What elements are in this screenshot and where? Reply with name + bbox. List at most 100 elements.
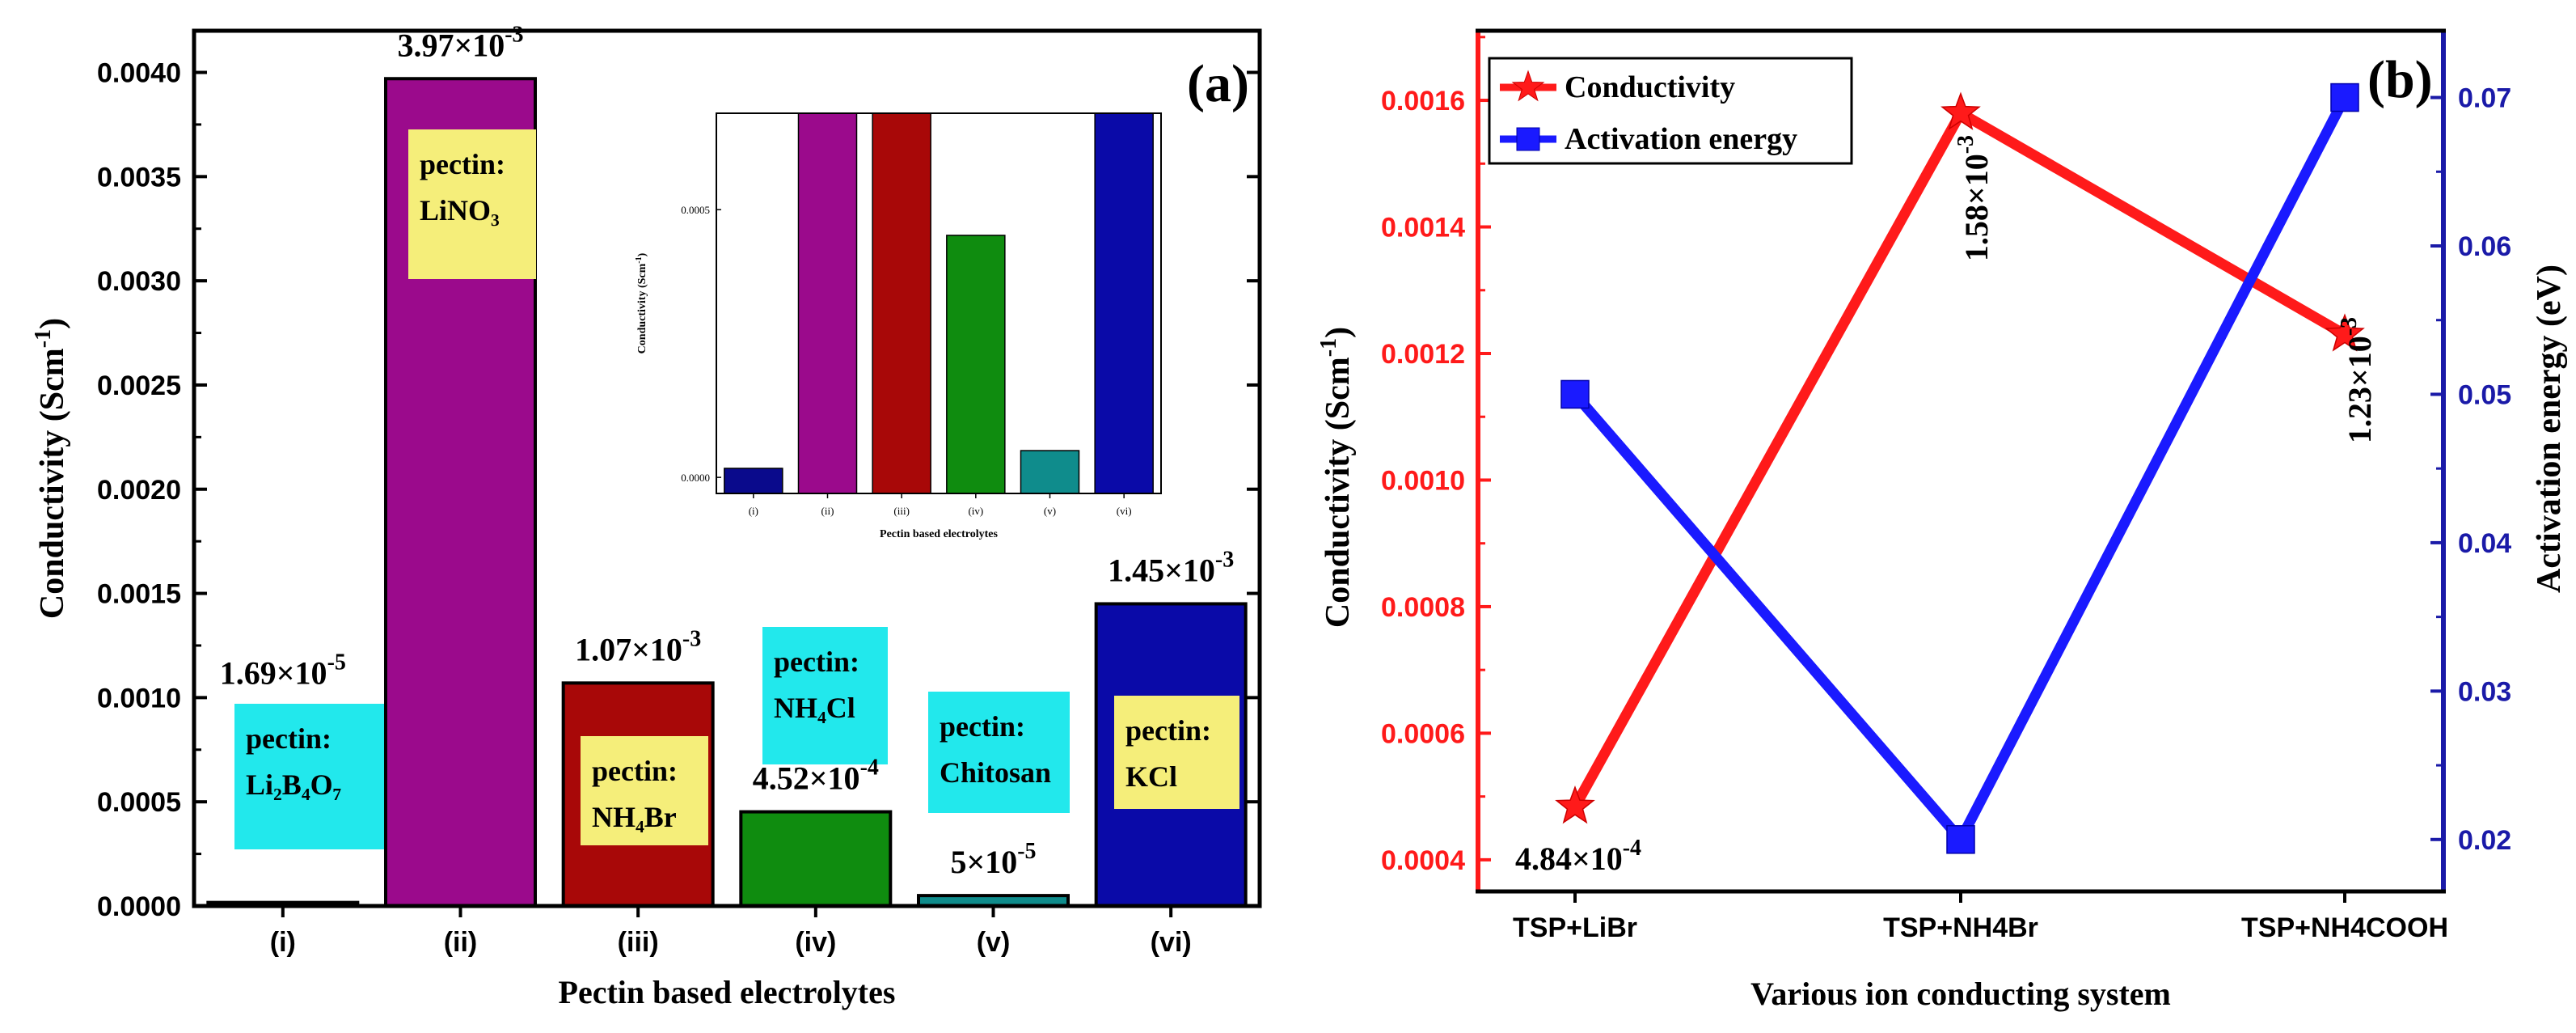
value-label-base: 1.45×10 xyxy=(1108,552,1215,588)
legend-star-icon xyxy=(1511,70,1545,102)
value-label-exp: -3 xyxy=(682,626,701,651)
inset-x-tick-label: (i) xyxy=(749,505,758,517)
y-tick-label: 0.0020 xyxy=(97,475,181,506)
y2-tick-label: 0.07 xyxy=(2458,83,2511,114)
annotation-line2: KCl xyxy=(1125,760,1177,793)
inset-bar xyxy=(724,468,783,494)
annotation-line1: pectin: xyxy=(246,722,332,755)
inset-xlabel: Pectin based electrolytes xyxy=(880,528,998,540)
y-tick-label: 0.0035 xyxy=(97,162,181,193)
value-label: 1.69×10-5 xyxy=(220,650,346,692)
x-tick-label: (i) xyxy=(270,927,296,958)
inset-bar xyxy=(1020,450,1080,494)
chart-b-y2-ticks: 0.02 0.03 0.04 0.05 0.06 0.07 xyxy=(2430,83,2511,856)
annotation-box xyxy=(234,704,384,849)
legend-label-conductivity: Conductivity xyxy=(1565,70,1735,104)
point-label: 1.23×10-3 xyxy=(2337,317,2378,443)
y-tick-label: 0.0040 xyxy=(97,58,181,89)
point-label-exp: -4 xyxy=(1623,836,1641,861)
y2-tick-label: 0.06 xyxy=(2458,231,2511,262)
annotation-box xyxy=(1114,696,1239,809)
inset-bar xyxy=(1094,112,1154,494)
value-label-base: 5×10 xyxy=(950,844,1017,880)
value-label-exp: -3 xyxy=(1215,547,1234,572)
value-label: 1.45×10-3 xyxy=(1108,547,1234,588)
inset-bar xyxy=(946,235,1006,494)
annotation-line1: pectin: xyxy=(774,646,859,678)
inset-frame xyxy=(716,112,1162,494)
chart-b-markers xyxy=(1555,83,2365,854)
chart-a-annotations: pectin: Li₂B₄O₇ pectin: LiNO₃ pectin: NH₄Br pe… xyxy=(234,129,1239,849)
x-tick-label: (ii) xyxy=(444,927,478,958)
chart-b: 0.0004 0.0006 0.0008 0.0010 0.0012 0.0014 0.00… xyxy=(1316,28,2568,1012)
chart-a-inset: 0.0000 0.0005 (i) (ii) (iii) (iv) (v) (vi) Pec… xyxy=(635,112,1162,540)
annotation-line2: Chitosan xyxy=(940,756,1051,789)
inset-x-ticks: (i) (ii) (iii) (iv) (v) (vi) xyxy=(749,493,1132,517)
inset-ylabel-close: ) xyxy=(636,252,648,256)
y2-tick-label: 0.05 xyxy=(2458,379,2511,410)
chart-b-legend: Conductivity Activation energy xyxy=(1488,57,1853,165)
value-label-base: 1.69×10 xyxy=(220,655,327,692)
chart-b-ylabel-main: Conductivity (Scm xyxy=(1320,357,1357,628)
data-point-square xyxy=(1560,379,1590,409)
inset-x-tick-label: (vi) xyxy=(1117,505,1132,517)
value-label-exp: -4 xyxy=(860,756,879,781)
point-label-exp: -3 xyxy=(1953,135,1978,154)
annotation-box xyxy=(928,692,1070,813)
y-tick-label: 0.0005 xyxy=(97,787,181,818)
annotation-line1: pectin: xyxy=(940,710,1025,743)
legend-box xyxy=(1488,57,1853,165)
x-tick-label: (iv) xyxy=(795,927,836,958)
chart-a-value-labels: 1.69×10-53.97×10-31.07×10-34.52×10-45×10… xyxy=(220,22,1234,880)
x-tick-label: (vi) xyxy=(1151,927,1192,958)
value-label-exp: -3 xyxy=(505,22,523,47)
annotation-line2: LiNO₃ xyxy=(420,194,500,226)
annotation-line1: pectin: xyxy=(420,148,505,180)
y2-tick-label: 0.04 xyxy=(2458,528,2511,559)
chart-a-x-ticks: (i) (ii) (iii) (iv) (v) (vi) xyxy=(270,906,1192,958)
point-label: 4.84×10-4 xyxy=(1515,836,1641,877)
chart-a-ylabel-sup: -1 xyxy=(31,329,56,348)
x-tick-label: (iii) xyxy=(618,927,659,958)
inset-ylabel-main: Conductivity (Scm xyxy=(636,263,648,354)
value-label: 4.52×10-4 xyxy=(753,756,879,797)
chart-b-ylabel-sup: -1 xyxy=(1316,338,1341,357)
chart-a-ylabel: Conductivity (Scm-1) xyxy=(31,318,71,619)
chart-b-ylabel-close: ) xyxy=(1320,327,1357,338)
inset-bar xyxy=(872,112,931,494)
x-tick-label: TSP+NH4COOH xyxy=(2241,912,2448,943)
x-tick-label: TSP+LiBr xyxy=(1513,912,1637,943)
chart-b-y2label: Activation energy (eV) xyxy=(2531,265,2568,593)
chart-a-xlabel: Pectin based electrolytes xyxy=(559,974,896,1010)
data-point-square xyxy=(2330,83,2359,112)
chart-a-panel-label: (a) xyxy=(1187,54,1249,113)
y-tick-label: 0.0010 xyxy=(1381,465,1465,496)
annotation-line1: pectin: xyxy=(1125,714,1211,747)
y-tick-label: 0.0030 xyxy=(97,266,181,297)
y-tick-label: 0.0000 xyxy=(97,891,181,922)
y-tick-label: 0.0004 xyxy=(1381,845,1465,876)
value-label: 1.07×10-3 xyxy=(575,626,701,667)
inset-y-tick-label: 0.0005 xyxy=(681,204,710,216)
y2-tick-label: 0.03 xyxy=(2458,676,2511,707)
chart-b-x-ticks: TSP+LiBr TSP+NH4Br TSP+NH4COOH xyxy=(1513,891,2448,943)
inset-x-tick-label: (iii) xyxy=(893,505,910,517)
inset-x-tick-label: (v) xyxy=(1044,505,1056,517)
inset-bars xyxy=(724,112,1154,494)
annotation-line2: NH₄Br xyxy=(592,801,677,833)
chart-b-ylabel: Conductivity (Scm-1) xyxy=(1316,327,1357,628)
annotation-box xyxy=(581,736,708,845)
y-tick-label: 0.0025 xyxy=(97,370,181,401)
data-point-star xyxy=(1555,785,1595,824)
chart-a-y-ticks: 0.0000 0.0005 0.0010 0.0015 0.0020 0.0025 0.00… xyxy=(97,58,1260,922)
data-point-square xyxy=(1946,825,1975,854)
y-tick-label: 0.0016 xyxy=(1381,86,1465,116)
x-tick-label: TSP+NH4Br xyxy=(1883,912,2038,943)
annotation-box xyxy=(408,129,536,279)
y-tick-label: 0.0012 xyxy=(1381,339,1465,370)
inset-y-tick-label: 0.0000 xyxy=(681,472,710,484)
value-label: 5×10-5 xyxy=(950,839,1036,880)
chart-b-y-ticks: 0.0004 0.0006 0.0008 0.0010 0.0012 0.0014 0.00… xyxy=(1381,36,1491,876)
y-tick-label: 0.0008 xyxy=(1381,592,1465,623)
